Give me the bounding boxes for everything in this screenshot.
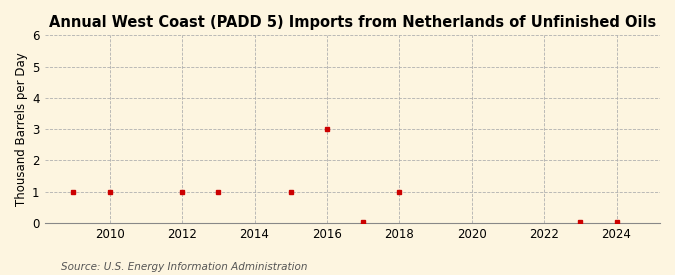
Y-axis label: Thousand Barrels per Day: Thousand Barrels per Day [15,52,28,206]
Text: Source: U.S. Energy Information Administration: Source: U.S. Energy Information Administ… [61,262,307,272]
Title: Annual West Coast (PADD 5) Imports from Netherlands of Unfinished Oils: Annual West Coast (PADD 5) Imports from … [49,15,656,30]
